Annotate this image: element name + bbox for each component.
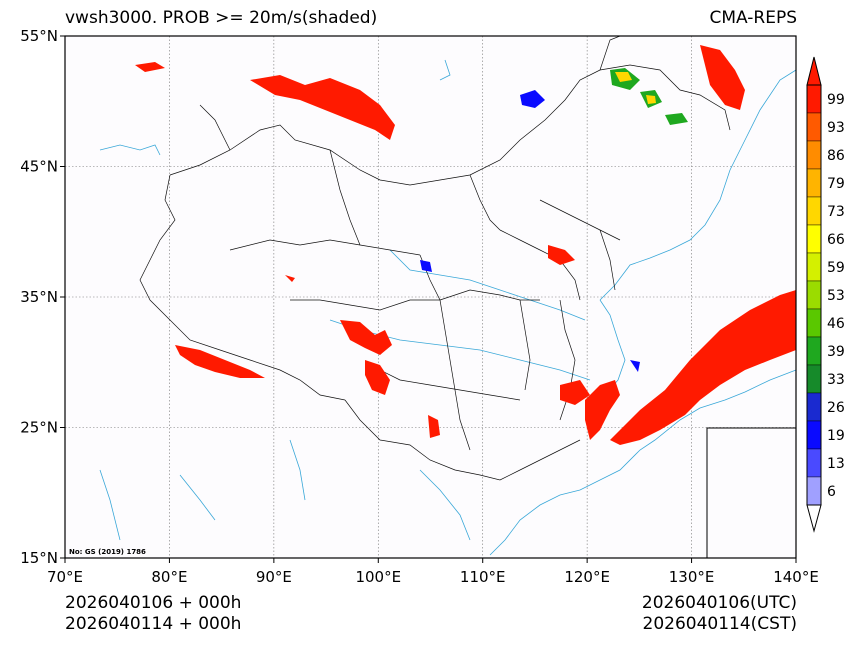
- lat-label: 35°N: [20, 288, 58, 306]
- init-time-cst: 2026040114 + 000h: [65, 614, 242, 634]
- latitude-labels: 55°N 45°N 35°N 25°N 15°N: [20, 27, 58, 567]
- colorbar-label: 46: [827, 316, 845, 332]
- lon-label: 140°E: [773, 568, 819, 586]
- axis-ticks: [60, 35, 797, 563]
- colorbar-segment: [806, 364, 822, 394]
- colorbar-segment: [806, 84, 822, 114]
- colorbar-label: 13: [827, 456, 845, 472]
- lon-label: 130°E: [669, 568, 715, 586]
- lat-label: 45°N: [20, 158, 58, 176]
- colorbar: [806, 56, 822, 533]
- probability-shading: [135, 45, 796, 445]
- colorbar-segment: [806, 168, 822, 198]
- lat-label: 25°N: [20, 419, 58, 437]
- colorbar-outline: [806, 84, 822, 506]
- colorbar-label: 93: [827, 120, 845, 136]
- colorbar-label: 73: [827, 204, 845, 220]
- lon-label: 70°E: [47, 568, 83, 586]
- colorbar-label: 26: [827, 400, 845, 416]
- colorbar-segment: [806, 196, 822, 226]
- lon-label: 80°E: [151, 568, 187, 586]
- valid-time-cst: 2026040114(CST): [642, 614, 797, 634]
- colorbar-label: 19: [827, 428, 845, 444]
- colorbar-labels: 99 93 86 79 73 66 59 53 46 39 33 26 19 13 6: [827, 92, 845, 500]
- colorbar-extend-top: [806, 56, 822, 86]
- colorbar-label: 39: [827, 344, 845, 360]
- colorbar-label: 86: [827, 148, 845, 164]
- colorbar-segment: [806, 252, 822, 282]
- lat-label: 55°N: [20, 27, 58, 45]
- colorbar-label: 6: [827, 484, 836, 500]
- colorbar-segment: [806, 336, 822, 366]
- map-approval-note: No: GS (2019) 1786: [69, 548, 146, 556]
- colorbar-label: 53: [827, 288, 845, 304]
- colorbar-segment: [806, 112, 822, 142]
- colorbar-label: 33: [827, 372, 845, 388]
- colorbar-label: 79: [827, 176, 845, 192]
- colorbar-segment: [806, 308, 822, 338]
- colorbar-segment: [806, 476, 822, 506]
- colorbar-segment: [806, 448, 822, 478]
- colorbar-extend-bottom: [806, 504, 822, 533]
- lon-label: 100°E: [355, 568, 401, 586]
- colorbar-segment: [806, 224, 822, 254]
- longitude-labels: 70°E 80°E 90°E 100°E 110°E 120°E 130°E 140°E: [47, 568, 819, 586]
- colorbar-label: 59: [827, 260, 845, 276]
- colorbar-segment: [806, 280, 822, 310]
- colorbar-label: 66: [827, 232, 845, 248]
- map-title: vwsh3000. PROB >= 20m/s(shaded): [65, 8, 378, 28]
- colorbar-segment: [806, 420, 822, 450]
- valid-time-utc: 2026040106(UTC): [641, 593, 797, 613]
- lon-label: 120°E: [564, 568, 610, 586]
- lat-label: 15°N: [20, 549, 58, 567]
- lon-label: 110°E: [460, 568, 506, 586]
- init-time-utc: 2026040106 + 000h: [65, 593, 242, 613]
- colorbar-segment: [806, 140, 822, 170]
- colorbar-label: 99: [827, 92, 845, 108]
- colorbar-segment: [806, 392, 822, 422]
- model-source: CMA-REPS: [709, 8, 797, 28]
- lon-label: 90°E: [256, 568, 292, 586]
